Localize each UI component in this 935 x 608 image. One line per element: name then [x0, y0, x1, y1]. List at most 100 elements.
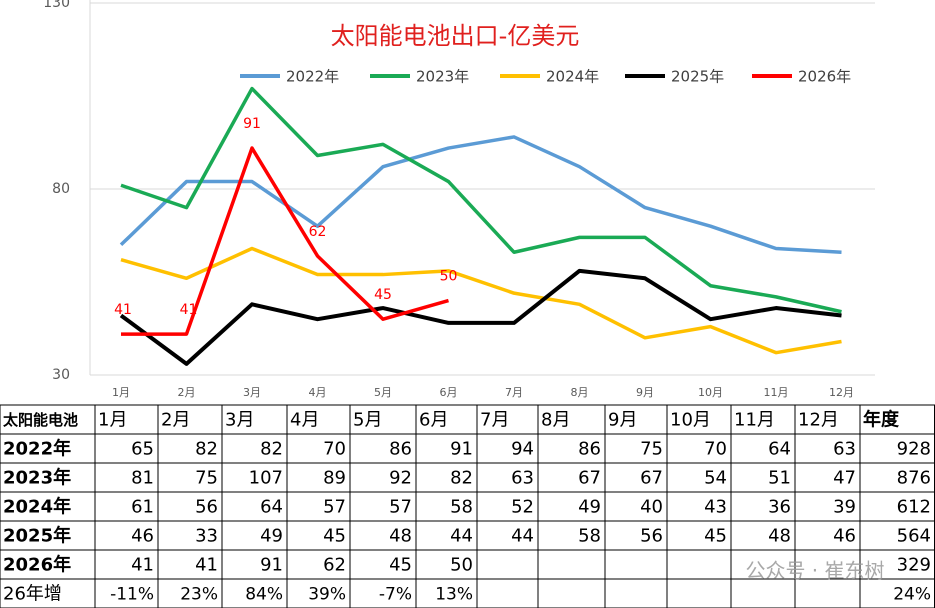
x-tick-label: 6月	[440, 386, 458, 399]
series-line	[119, 268, 842, 366]
table-cell: 64	[768, 439, 791, 460]
table-header: 8月	[541, 410, 570, 431]
table-cell: 56	[640, 526, 663, 547]
table-cell: 39%	[308, 585, 346, 605]
table-cell: 67	[578, 468, 601, 489]
data-label: 41	[180, 302, 198, 318]
y-tick-label: 30	[52, 367, 70, 383]
table-header: 9月	[608, 410, 637, 431]
table-cell: 41	[195, 555, 218, 576]
table-cell: 876	[897, 468, 931, 489]
table-cell: 63	[511, 468, 534, 489]
y-tick-label: 130	[43, 0, 70, 11]
table-header: 12月	[798, 410, 839, 431]
data-label: 50	[440, 269, 458, 285]
table-cell: 45	[389, 555, 412, 576]
table-corner: 太阳能电池	[3, 411, 78, 429]
x-tick-label: 10月	[698, 386, 723, 399]
table-cell: 70	[323, 439, 346, 460]
x-tick-label: 5月	[374, 386, 392, 399]
table-cell: 58	[578, 526, 601, 547]
table-cell: 63	[833, 439, 856, 460]
table-cell: 40	[640, 497, 663, 518]
table-cell: 564	[897, 526, 931, 547]
table-cell: 24%	[893, 585, 931, 605]
table-cell: 70	[704, 439, 727, 460]
table-cell: 44	[511, 526, 534, 547]
table-cell: 45	[323, 526, 346, 547]
table-cell: 89	[323, 468, 346, 489]
table-cell: 48	[389, 526, 412, 547]
table-cell: 65	[131, 439, 154, 460]
table-cell: 43	[704, 497, 727, 518]
row-label: 2026年	[3, 554, 71, 576]
table-cell: 48	[768, 526, 791, 547]
legend-label: 2024年	[546, 68, 599, 86]
x-tick-label: 9月	[636, 386, 654, 399]
x-tick-label: 7月	[505, 386, 523, 399]
table-cell: 49	[260, 526, 283, 547]
table-cell: 82	[450, 468, 473, 489]
x-tick-label: 11月	[764, 386, 789, 399]
chart-title: 太阳能电池出口-亿美元	[331, 22, 580, 50]
table-cell: 82	[195, 439, 218, 460]
table-cell: 54	[704, 468, 727, 489]
table-cell: 329	[897, 555, 931, 576]
legend-label: 2023年	[416, 68, 469, 86]
table-header: 5月	[353, 410, 382, 431]
x-tick-label: 8月	[571, 386, 589, 399]
table-cell: 49	[578, 497, 601, 518]
table-cell: 39	[833, 497, 856, 518]
data-label: 62	[309, 224, 327, 240]
table-header: 10月	[670, 410, 711, 431]
table-cell: 44	[450, 526, 473, 547]
table-cell: 64	[260, 497, 283, 518]
row-label: 2024年	[3, 496, 71, 518]
table-cell: 75	[640, 439, 663, 460]
row-label: 2025年	[3, 525, 71, 547]
table-cell: 94	[511, 439, 534, 460]
table-cell: 86	[578, 439, 601, 460]
table-cell: 107	[249, 468, 283, 489]
x-tick-label: 3月	[243, 386, 261, 399]
table-cell: 36	[768, 497, 791, 518]
x-tick-label: 4月	[309, 386, 327, 399]
table-cell: 41	[131, 555, 154, 576]
table-cell: 45	[704, 526, 727, 547]
table-header: 年度	[863, 409, 900, 431]
table-cell: 84%	[245, 585, 283, 605]
data-label: 91	[243, 116, 261, 132]
table-cell: 67	[640, 468, 663, 489]
table-cell: 56	[195, 497, 218, 518]
table-cell: 62	[323, 555, 346, 576]
table-cell: 46	[833, 526, 856, 547]
table-cell: 13%	[435, 585, 473, 605]
data-label: 41	[114, 302, 132, 318]
table-cell: -11%	[110, 585, 154, 605]
legend-label: 2022年	[286, 68, 339, 86]
table-header: 1月	[98, 410, 127, 431]
table-cell: 33	[195, 526, 218, 547]
row-label: 2022年	[3, 438, 71, 460]
series-line	[121, 146, 449, 336]
table-cell: 57	[323, 497, 346, 518]
table-header: 2月	[161, 410, 190, 431]
table-header: 7月	[480, 410, 509, 431]
table-cell: -7%	[379, 585, 412, 605]
table-cell: 82	[260, 439, 283, 460]
series-line	[120, 86, 842, 314]
table-cell: 61	[131, 497, 154, 518]
table-cell: 46	[131, 526, 154, 547]
table-cell: 91	[260, 555, 283, 576]
watermark: 公众号 · 崔东树	[745, 559, 884, 583]
x-tick-label: 1月	[112, 386, 130, 399]
table-cell: 81	[131, 468, 154, 489]
table-cell: 51	[768, 468, 791, 489]
data-label: 45	[374, 287, 392, 303]
table-header: 11月	[734, 410, 775, 431]
legend-label: 2026年	[798, 68, 851, 86]
table-header: 4月	[290, 410, 319, 431]
table-cell: 52	[511, 497, 534, 518]
